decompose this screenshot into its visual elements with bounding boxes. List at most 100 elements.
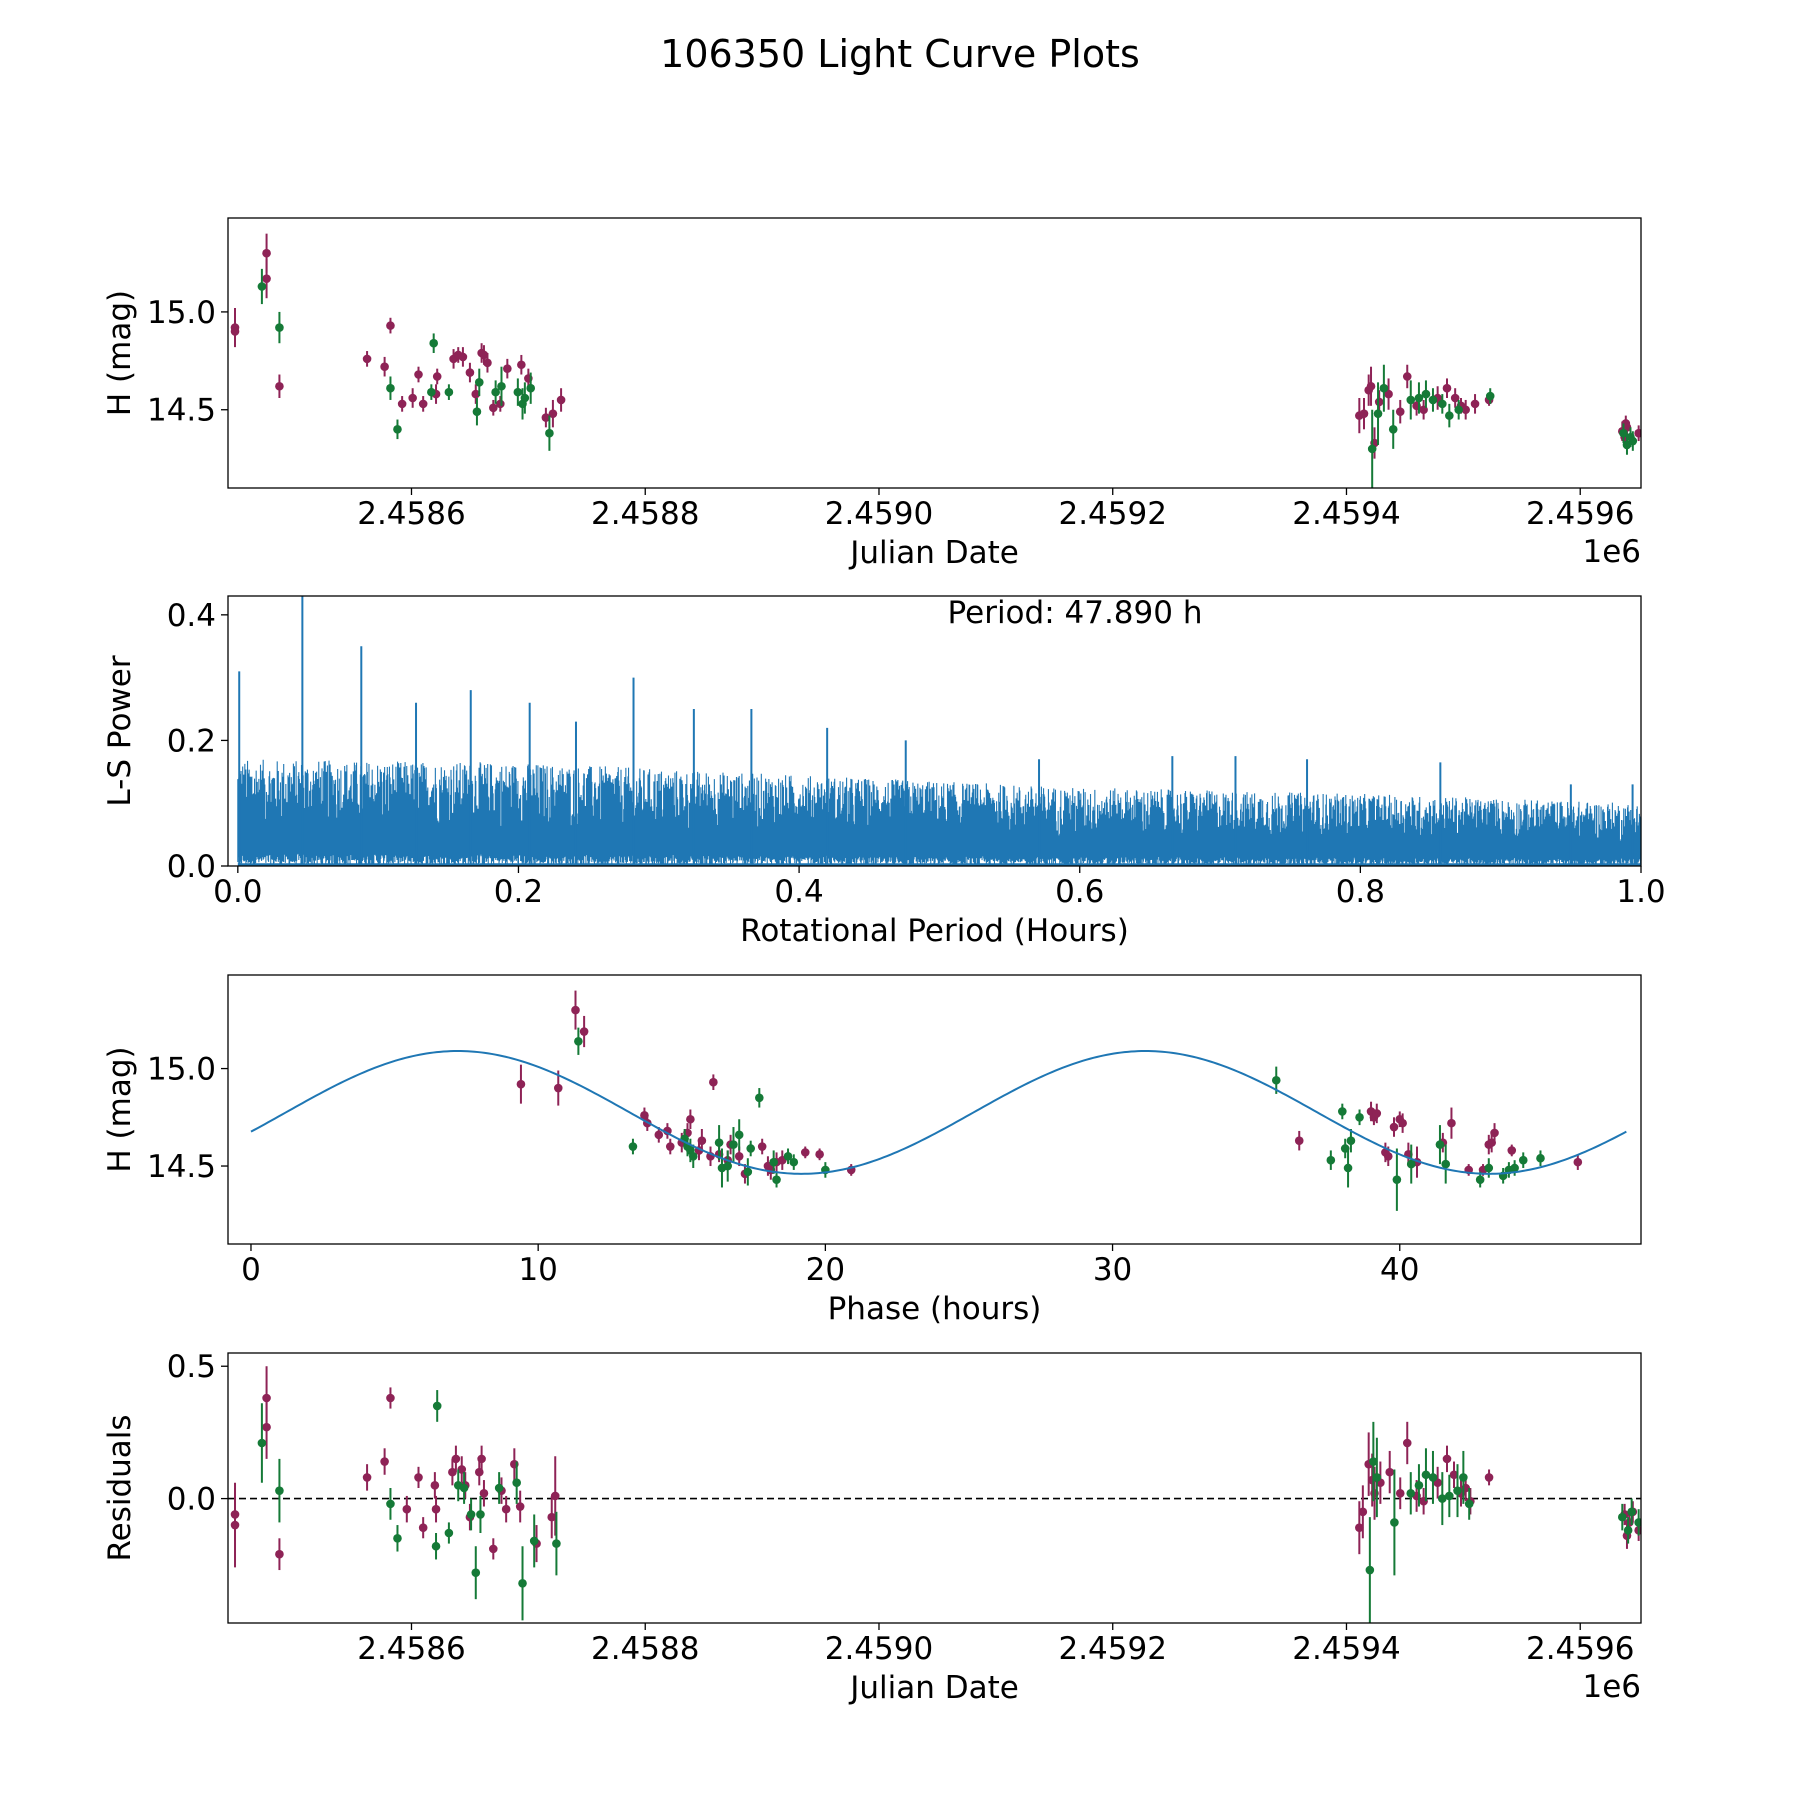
data-point (1421, 389, 1431, 399)
data-point (1359, 409, 1369, 418)
data-point (789, 1157, 799, 1167)
data-point (1384, 389, 1393, 399)
data-point (1459, 1473, 1468, 1482)
plot-frame (227, 217, 1642, 489)
data-point (1475, 1175, 1485, 1184)
data-point (571, 1005, 580, 1015)
data-point (1484, 1163, 1494, 1173)
data-point (275, 1549, 284, 1559)
data-point (418, 399, 428, 409)
data-point (230, 327, 240, 336)
plot-area (230, 233, 1641, 488)
series-filter-a (230, 233, 1641, 459)
data-point (431, 1541, 441, 1551)
data-point (1453, 1486, 1462, 1495)
data-point (545, 428, 554, 438)
data-point (1395, 407, 1405, 416)
data-point (1447, 1118, 1456, 1128)
data-point (503, 364, 512, 373)
data-point (471, 389, 481, 399)
x-tick-label: 2.4594 (1292, 1631, 1400, 1667)
data-point (526, 383, 536, 393)
x-tick-label: 0.6 (1055, 874, 1104, 910)
data-point (1406, 1159, 1416, 1169)
data-point (686, 1114, 695, 1124)
data-point (465, 368, 475, 377)
data-point (729, 1140, 738, 1149)
data-point (402, 1504, 412, 1514)
data-point (262, 1422, 271, 1432)
x-tick-label: 0.0 (213, 874, 262, 910)
data-point (476, 1510, 485, 1519)
data-point (448, 1467, 457, 1477)
data-point (1294, 1136, 1304, 1145)
data-point (1406, 395, 1416, 405)
data-point (494, 1483, 504, 1493)
data-point (408, 393, 417, 403)
data-point (472, 407, 482, 416)
period-annotation: Period: 47.890 h (948, 595, 1203, 631)
data-point (1338, 1107, 1347, 1116)
x-tick-label: 2.4592 (1058, 1631, 1166, 1667)
data-point (1421, 1470, 1431, 1480)
x-tick-label: 2.4586 (357, 496, 465, 532)
data-point (541, 413, 551, 422)
data-point (459, 1483, 469, 1493)
data-point (1445, 411, 1454, 420)
plot-area (250, 990, 1627, 1211)
data-point (1623, 1526, 1633, 1535)
x-tick-label: 10 (518, 1252, 557, 1288)
data-point (665, 1142, 675, 1151)
data-point (386, 1393, 395, 1403)
series-filter-b (574, 1027, 1545, 1211)
x-tick-label: 2.4586 (357, 1631, 465, 1667)
data-point (362, 354, 372, 364)
x-tick-label: 20 (806, 1252, 845, 1288)
data-point (1343, 1163, 1353, 1173)
data-point (362, 1473, 372, 1482)
data-point (1627, 1507, 1636, 1517)
periodogram-line (237, 596, 1642, 867)
data-point (275, 381, 284, 391)
x-tick-label: 30 (1093, 1252, 1132, 1288)
x-tick-label: 40 (1380, 1252, 1419, 1288)
y-axis-label: Residuals (102, 1414, 138, 1561)
data-point (1406, 1488, 1416, 1498)
y-tick-label: 0.2 (167, 723, 216, 759)
series-filter-b (257, 268, 1638, 488)
data-point (1573, 1157, 1583, 1167)
data-point (1365, 1565, 1375, 1575)
data-point (1388, 425, 1398, 434)
data-point (556, 395, 566, 405)
data-point (1402, 1438, 1412, 1448)
x-axis-label: Julian Date (848, 1670, 1019, 1706)
data-point (1634, 428, 1641, 438)
data-point (1383, 1151, 1393, 1161)
data-point (1369, 1457, 1378, 1466)
x-axis-label: Rotational Period (Hours) (740, 913, 1129, 949)
x-tick-label: 0.4 (774, 874, 823, 910)
data-point (257, 282, 267, 291)
y-tick-label: 14.5 (147, 393, 216, 429)
data-point (550, 1491, 560, 1501)
data-point (414, 370, 423, 379)
data-point (414, 1473, 423, 1482)
data-point (479, 1488, 489, 1498)
data-point (1392, 1175, 1402, 1184)
x-offset-label: 1e6 (1582, 1669, 1641, 1705)
chart-lightcurve: 2.4586 2.4588 2.4590 2.4592 2.4594 2.4596 14.5… (102, 217, 1642, 571)
data-point (275, 323, 284, 332)
data-point (257, 1438, 267, 1448)
data-point (579, 1027, 589, 1036)
data-point (1449, 1470, 1459, 1480)
data-point (393, 1533, 402, 1543)
data-point (1367, 444, 1377, 454)
data-point (1634, 1518, 1641, 1527)
data-point (483, 358, 492, 368)
data-point (489, 1544, 498, 1554)
data-point (709, 1077, 718, 1087)
plot-frame (227, 974, 1642, 1245)
data-point (552, 1539, 561, 1548)
